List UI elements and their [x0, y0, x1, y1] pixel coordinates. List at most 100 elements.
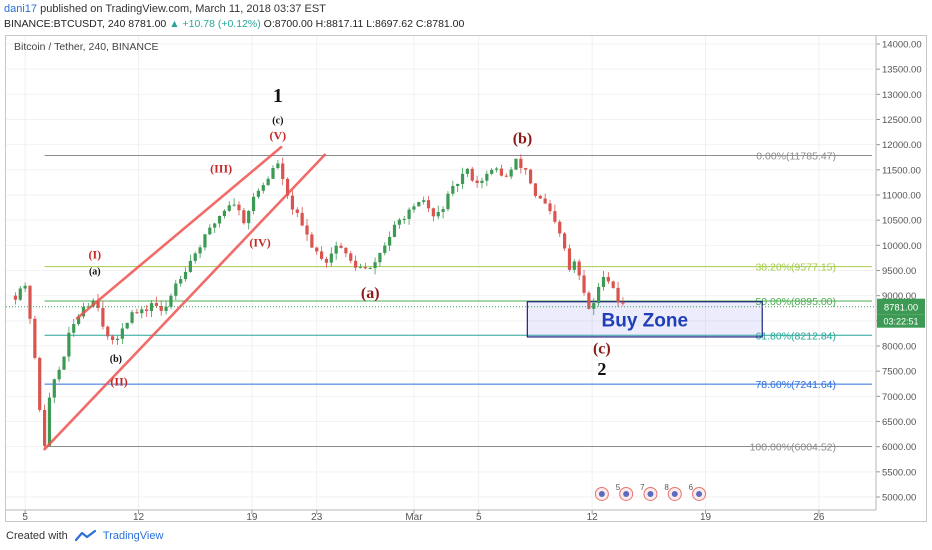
- candle-body: [514, 158, 518, 170]
- event-marker-count: 5: [616, 483, 621, 492]
- candle-body: [222, 210, 226, 217]
- candle-body: [125, 322, 129, 329]
- candle-body: [533, 183, 538, 196]
- low-value: L:8697.62: [366, 18, 413, 30]
- candle-body: [300, 212, 304, 226]
- candle-body: [242, 210, 246, 224]
- event-marker-count: 7: [640, 483, 645, 492]
- candle-body: [271, 167, 275, 179]
- candle-body: [388, 236, 392, 246]
- candle-body: [611, 281, 615, 288]
- candle-body: [616, 287, 620, 303]
- event-marker-dot: [598, 490, 605, 497]
- y-tick-label: 6500.00: [882, 417, 916, 428]
- candle-body: [28, 285, 32, 319]
- price-chart[interactable]: 5 12 19 23 Mar 5 12 19 265000.005500.006000.0065…: [0, 0, 932, 524]
- candle-body: [101, 307, 105, 327]
- fib-level-label: 38.20%(9577.15): [755, 262, 836, 274]
- price-change: +10.78 (+0.12%): [182, 18, 261, 30]
- fib-level-label: 78.60%(7241.64): [755, 379, 836, 391]
- wave-label: 1: [273, 85, 283, 107]
- candle-body: [42, 409, 47, 446]
- candle-body: [402, 218, 406, 220]
- candle-body: [281, 163, 285, 179]
- candle-body: [524, 167, 528, 170]
- author-link[interactable]: dani17: [4, 3, 38, 15]
- candle-body: [38, 357, 42, 410]
- y-tick-label: 5500.00: [882, 467, 916, 478]
- candle-body: [417, 201, 421, 207]
- high-value: H:8817.11: [315, 18, 364, 30]
- candle-body: [436, 211, 440, 217]
- created-with-label: Created with: [6, 530, 68, 542]
- candle-body: [120, 328, 124, 339]
- candle-body: [149, 303, 154, 311]
- fib-level-label: 0.00%(11785.47): [756, 150, 836, 162]
- x-tick-label: 19: [246, 512, 258, 523]
- x-tick-label: 12: [587, 512, 599, 523]
- candle-body: [528, 169, 533, 184]
- event-marker-dot: [671, 490, 678, 497]
- candle-body: [86, 306, 90, 308]
- event-marker-count: 8: [664, 483, 669, 492]
- x-tick-label: 19: [700, 512, 712, 523]
- ohlc-line: BINANCE:BTCUSDT, 240 8781.00 ▲ +10.78 (+…: [4, 18, 464, 30]
- candle-body: [106, 326, 110, 337]
- candle-body: [465, 168, 469, 174]
- channel-line: [75, 145, 283, 320]
- candle-body: [320, 251, 324, 259]
- candle-body: [470, 168, 474, 181]
- candle-body: [77, 316, 81, 325]
- candle-body: [111, 336, 115, 340]
- channel-line: [43, 153, 327, 451]
- wave-label: (a): [361, 285, 380, 302]
- countdown-tag: [877, 314, 925, 328]
- candle-body: [179, 279, 183, 284]
- tradingview-brand[interactable]: TradingView: [102, 530, 164, 542]
- candle-body: [159, 305, 163, 311]
- candle-body: [62, 356, 66, 370]
- event-marker-dot: [696, 490, 703, 497]
- candle-body: [475, 180, 479, 183]
- x-tick-label: 5: [476, 512, 482, 523]
- candle-body: [422, 200, 426, 202]
- candle-body: [285, 178, 290, 196]
- candle-body: [115, 338, 120, 340]
- event-marker-dot: [623, 490, 630, 497]
- candle-body: [96, 300, 100, 308]
- wave-label: (IV): [249, 235, 270, 249]
- wave-label: (c): [272, 116, 283, 127]
- candle-body: [407, 209, 411, 219]
- candle-body: [208, 227, 212, 235]
- candle-body: [543, 198, 547, 204]
- candle-body: [217, 216, 222, 224]
- candle-body: [237, 204, 241, 211]
- wave-label: (b): [110, 354, 122, 365]
- candle-body: [13, 295, 18, 300]
- candle-body: [441, 209, 445, 212]
- candle-body: [358, 267, 363, 269]
- y-tick-label: 7000.00: [882, 392, 916, 403]
- candle-body: [183, 271, 188, 280]
- candle-body: [261, 185, 265, 191]
- candle-body: [329, 253, 333, 263]
- candle-body: [251, 196, 256, 212]
- candle-body: [339, 245, 343, 248]
- candle-body: [23, 285, 27, 289]
- candle-body: [577, 261, 581, 276]
- candle-body: [47, 397, 52, 446]
- candle-body: [363, 267, 367, 269]
- candle-body: [504, 175, 508, 177]
- candle-body: [232, 204, 236, 206]
- candle-body: [553, 211, 557, 222]
- y-tick-label: 14000.00: [882, 40, 922, 51]
- wave-label: (I): [88, 247, 101, 261]
- candle-body: [456, 183, 460, 187]
- candle-body: [572, 261, 576, 270]
- candle-body: [426, 200, 431, 209]
- plot-area: [6, 36, 876, 510]
- candle-body: [412, 206, 416, 210]
- wave-label: (II): [110, 374, 127, 388]
- candle-body: [597, 286, 601, 304]
- candle-body: [373, 262, 377, 269]
